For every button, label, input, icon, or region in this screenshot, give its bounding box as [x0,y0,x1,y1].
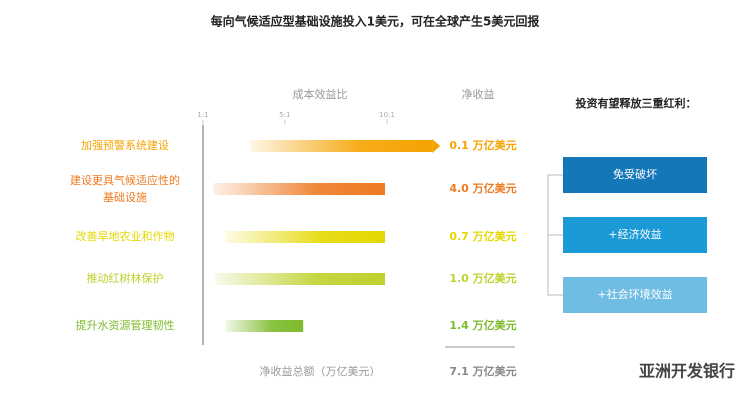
category-label: 提升水资源管理韧性 [76,318,175,332]
net-header: 净收益 [462,87,495,101]
x-axis-label: 成本效益比 [293,87,348,101]
bar [225,320,304,332]
net-benefit: 4.0 万亿美元 [449,181,516,195]
benefit-box [563,217,707,253]
bar [213,183,386,195]
benefit-label: +社会环境效益 [597,287,672,301]
net-benefit: 1.4 万亿美元 [449,318,516,332]
net-benefit: 0.7 万亿美元 [449,229,516,243]
bar-arrow [432,139,441,153]
watermark: 亚洲开发银行 [639,362,735,381]
category-label: 推动红树林保护 [87,271,164,285]
net-benefit: 0.1 万亿美元 [449,138,516,152]
x-tick-label: 5:1 [279,111,290,119]
benefit-box [563,157,707,193]
bracket [547,174,563,296]
x-tick-label: 10:1 [379,111,395,119]
bar [215,273,386,285]
category-label: 建设更具气候适应性的基础设施 [70,173,180,204]
category-label: 加强预警系统建设 [81,138,169,152]
net-benefit: 1.0 万亿美元 [449,271,516,285]
bar [225,231,386,243]
benefit-box [563,277,707,313]
category-label: 改善旱地农业和作物 [76,229,175,243]
total-value: 7.1 万亿美元 [449,364,516,378]
benefit-label: +经济效益 [608,227,661,241]
benefit-label: 免受破坏 [613,167,657,181]
bar [250,140,433,152]
chart-title: 每向气候适应型基础设施投入1美元，可在全球产生5美元回报 [211,14,540,29]
x-tick-label: 1:1 [197,111,208,119]
total-label: 净收益总额（万亿美元） [260,364,381,378]
benefits-title: 投资有望释放三重红利： [576,96,697,110]
